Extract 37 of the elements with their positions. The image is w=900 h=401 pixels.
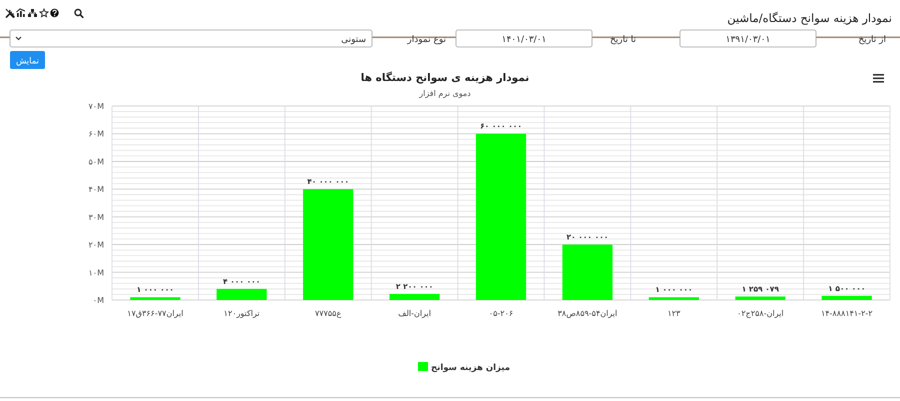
x-tick-label: تراکتور۱۲۰ [224, 309, 260, 318]
text: نمودار هزینه سوانح دستگاه/ماشین [727, 11, 892, 25]
x-tick-label: ایران۵۴-۸۵۹ص۳۸ [558, 309, 618, 318]
y-tick-label: ۵۰M [88, 157, 104, 166]
chart-subtitle: دموی نرم افزار [418, 89, 472, 98]
bar [389, 294, 440, 300]
bar [216, 288, 267, 300]
x-tick-label: ایران۷۷-۳۶۶ق۱۷ [127, 309, 184, 318]
bar [476, 134, 526, 300]
bar [562, 244, 613, 300]
x-tick-label: ع۷۷۷۵۵ [314, 309, 342, 318]
text: ستونی [341, 35, 366, 45]
text: تا تاریخ [610, 35, 636, 45]
y-tick-label: ۶۰M [88, 130, 104, 139]
chart-title: نمودار هزینه ی سوانح دستگاه ها [360, 71, 530, 84]
text: ۱۳۹۱/۰۳/۰۱ [726, 35, 770, 45]
bar [303, 189, 354, 300]
bar [735, 296, 786, 300]
y-tick-label: ۴۰M [88, 185, 104, 194]
text: ۱۴۰۱/۰۳/۰۱ [502, 35, 546, 45]
x-tick-label: ایران-الف [398, 309, 431, 318]
x-tick-label: ایران-۲۵۸ج۰۲ [737, 309, 784, 318]
y-tick-label: ۷۰M [88, 102, 104, 111]
bar [822, 296, 872, 300]
y-tick-label: ۰M [92, 296, 104, 305]
legend-label: میزان هزینه سوانح [431, 363, 510, 373]
text: نوع نمودار [406, 35, 446, 45]
bar [130, 297, 180, 300]
x-tick-label: ۰۵-۲۰۶ [488, 309, 514, 318]
y-tick-label: ۱۰M [88, 268, 104, 278]
text: نمایش [16, 56, 40, 66]
x-tick-label: ۱۲۳ [667, 309, 682, 318]
y-tick-label: ۳۰M [88, 212, 104, 222]
x-tick-label: ۱۴-۸۸۸۱۴۱-۲-۲ [820, 309, 873, 318]
y-tick-label: ۲۰M [88, 240, 104, 250]
bar [648, 297, 699, 300]
text: از تاریخ [858, 35, 886, 45]
